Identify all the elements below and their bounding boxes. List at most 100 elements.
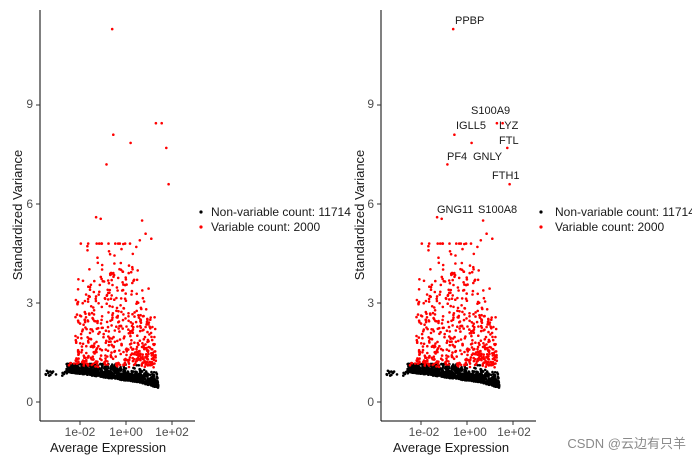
data-point-variable xyxy=(463,350,466,354)
data-point-variable xyxy=(136,325,139,328)
data-point-nonvariable xyxy=(429,370,433,374)
data-point-variable xyxy=(501,121,504,125)
data-point-variable xyxy=(438,302,441,305)
data-point-nonvariable xyxy=(137,364,141,367)
data-point-variable xyxy=(484,335,488,339)
data-point-variable xyxy=(483,314,486,318)
data-point-variable xyxy=(130,324,134,328)
data-point-variable xyxy=(421,351,424,354)
data-point-variable xyxy=(455,242,458,245)
data-point-nonvariable xyxy=(146,374,149,378)
data-point-variable xyxy=(456,363,459,367)
data-point-variable xyxy=(452,357,456,361)
data-point-variable xyxy=(131,265,134,269)
data-point-variable xyxy=(486,355,489,359)
data-point-variable xyxy=(493,366,496,369)
data-point-nonvariable xyxy=(142,380,145,384)
x-tick-label: 1e-02 xyxy=(409,425,440,439)
data-point-variable xyxy=(75,362,78,365)
data-point-variable xyxy=(476,309,480,313)
data-point-variable xyxy=(76,319,80,323)
data-point-variable xyxy=(149,327,152,330)
data-point-variable xyxy=(480,326,484,329)
data-point-variable xyxy=(111,313,114,317)
data-point-nonvariable xyxy=(107,373,110,377)
data-point-variable xyxy=(98,347,102,351)
data-point-variable xyxy=(92,290,96,294)
data-point-variable xyxy=(463,242,466,246)
data-point-variable xyxy=(96,261,100,265)
data-point-variable xyxy=(137,314,140,317)
data-point-nonvariable xyxy=(496,372,500,376)
data-point-variable xyxy=(152,358,156,362)
data-point-variable xyxy=(74,315,77,319)
data-point-variable xyxy=(111,305,114,309)
data-point-nonvariable xyxy=(77,369,81,373)
data-point-nonvariable xyxy=(98,373,102,376)
data-point-variable xyxy=(95,242,98,245)
data-point-variable xyxy=(138,329,142,333)
data-point-variable xyxy=(451,351,454,354)
data-point-variable xyxy=(124,317,127,320)
data-point-nonvariable xyxy=(479,368,483,371)
data-point-variable xyxy=(458,320,462,323)
data-point-variable xyxy=(484,347,487,351)
data-point-variable xyxy=(475,320,479,324)
data-point-nonvariable xyxy=(472,377,475,380)
data-point-variable xyxy=(125,350,129,353)
data-point-variable xyxy=(455,355,459,358)
data-point-variable xyxy=(434,342,437,345)
data-point-nonvariable xyxy=(442,371,446,375)
data-point-variable xyxy=(91,355,95,359)
legend-label-variable: Variable count: 2000 xyxy=(555,220,665,234)
data-point-variable xyxy=(81,279,85,283)
data-point-variable xyxy=(150,347,153,351)
data-point-nonvariable xyxy=(439,367,442,371)
data-point-variable xyxy=(129,334,132,338)
data-point-variable xyxy=(464,363,468,367)
data-point-variable xyxy=(469,343,473,346)
data-point-nonvariable xyxy=(134,372,138,375)
data-point-nonvariable xyxy=(149,378,152,381)
data-point-variable xyxy=(76,288,80,291)
data-point-variable xyxy=(451,27,455,31)
data-point-variable xyxy=(413,362,417,365)
data-point-variable xyxy=(432,362,436,366)
data-point-variable xyxy=(116,289,119,292)
data-point-variable xyxy=(429,288,433,292)
data-point-variable xyxy=(125,325,128,328)
data-point-variable xyxy=(129,321,133,324)
x-tick-label: 1e+00 xyxy=(109,425,143,439)
data-point-variable xyxy=(492,325,495,329)
data-point-variable xyxy=(458,327,461,330)
y-axis-title: Standardized Variance xyxy=(352,150,367,281)
data-point-variable xyxy=(81,359,85,362)
data-point-variable xyxy=(97,302,100,305)
gene-label-lyz: LYZ xyxy=(499,120,519,132)
data-point-variable xyxy=(425,312,428,316)
data-point-variable xyxy=(427,297,431,301)
data-point-variable xyxy=(481,219,485,222)
data-point-variable xyxy=(93,342,96,345)
data-point-variable xyxy=(110,294,113,297)
data-point-variable xyxy=(153,316,156,319)
data-point-variable xyxy=(85,351,88,355)
data-point-variable xyxy=(435,365,438,368)
data-point-variable xyxy=(421,330,425,333)
gene-label-igll5: IGLL5 xyxy=(456,120,486,132)
data-point-variable xyxy=(422,359,426,362)
data-point-variable xyxy=(111,357,115,361)
data-point-variable xyxy=(130,339,133,342)
data-point-nonvariable xyxy=(141,375,144,378)
data-point-variable xyxy=(145,322,149,325)
data-point-variable xyxy=(436,347,440,350)
data-point-variable xyxy=(449,291,452,295)
data-point-variable xyxy=(480,321,484,325)
data-point-variable xyxy=(436,340,439,344)
tick-marks xyxy=(36,104,173,425)
data-point-variable xyxy=(80,345,84,348)
data-point-variable xyxy=(102,335,105,339)
data-point-nonvariable xyxy=(126,372,129,376)
data-point-variable xyxy=(89,345,93,349)
